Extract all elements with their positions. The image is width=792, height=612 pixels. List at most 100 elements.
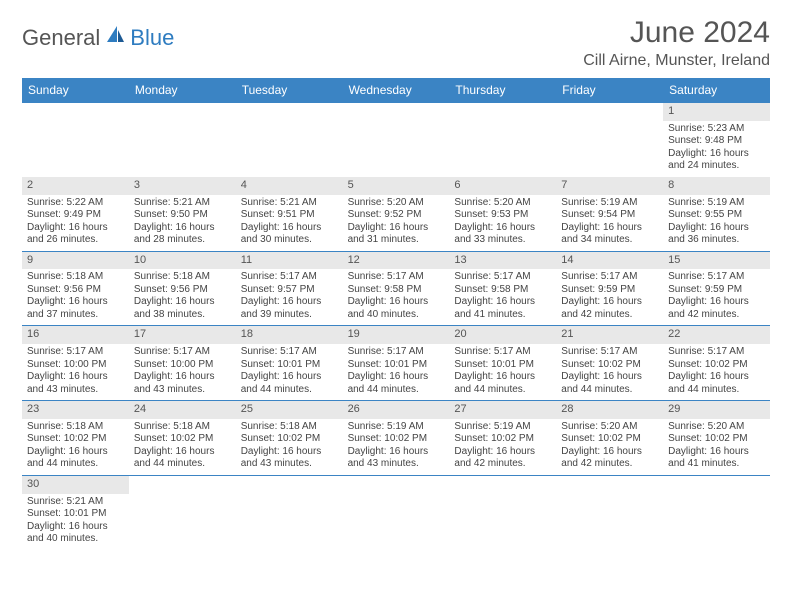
logo: General Blue (22, 24, 174, 51)
day-cell-empty: . (663, 475, 770, 550)
day-number: 5 (343, 177, 450, 195)
sunset-text: Sunset: 9:56 PM (134, 284, 231, 297)
sunset-text: Sunset: 10:02 PM (348, 433, 445, 446)
day-number: 28 (556, 401, 663, 419)
day-number: 8 (663, 177, 770, 195)
sunset-text: Sunset: 9:55 PM (668, 209, 765, 222)
day-number: 24 (129, 401, 236, 419)
week-row: 23Sunrise: 5:18 AMSunset: 10:02 PMDaylig… (22, 400, 770, 475)
daylight-text: Daylight: 16 hours and 42 minutes. (561, 296, 658, 321)
day-number: 17 (129, 326, 236, 344)
weekday-header-cell: Tuesday (236, 78, 343, 102)
sunrise-text: Sunrise: 5:19 AM (668, 197, 765, 210)
day-number: 6 (449, 177, 556, 195)
day-number: 13 (449, 252, 556, 270)
day-cell: 28Sunrise: 5:20 AMSunset: 10:02 PMDaylig… (556, 400, 663, 475)
sunrise-text: Sunrise: 5:19 AM (561, 197, 658, 210)
day-cell: 14Sunrise: 5:17 AMSunset: 9:59 PMDayligh… (556, 251, 663, 326)
sunrise-text: Sunrise: 5:18 AM (134, 271, 231, 284)
day-cell-empty: . (22, 102, 129, 177)
daylight-text: Daylight: 16 hours and 42 minutes. (668, 296, 765, 321)
week-row: 30Sunrise: 5:21 AMSunset: 10:01 PMDaylig… (22, 475, 770, 550)
sunset-text: Sunset: 10:02 PM (134, 433, 231, 446)
sunrise-text: Sunrise: 5:21 AM (27, 496, 124, 509)
weekday-header-row: SundayMondayTuesdayWednesdayThursdayFrid… (22, 78, 770, 102)
day-cell-empty: . (129, 102, 236, 177)
day-cell-empty: . (556, 475, 663, 550)
week-row: 2Sunrise: 5:22 AMSunset: 9:49 PMDaylight… (22, 177, 770, 251)
day-number: 26 (343, 401, 450, 419)
daylight-text: Daylight: 16 hours and 42 minutes. (454, 446, 551, 471)
daylight-text: Daylight: 16 hours and 28 minutes. (134, 222, 231, 247)
daylight-text: Daylight: 16 hours and 30 minutes. (241, 222, 338, 247)
day-cell-empty: . (343, 475, 450, 550)
sunset-text: Sunset: 10:00 PM (134, 359, 231, 372)
sunrise-text: Sunrise: 5:17 AM (561, 346, 658, 359)
sunset-text: Sunset: 9:59 PM (668, 284, 765, 297)
sunset-text: Sunset: 10:02 PM (561, 359, 658, 372)
day-cell: 7Sunrise: 5:19 AMSunset: 9:54 PMDaylight… (556, 177, 663, 251)
sunrise-text: Sunrise: 5:18 AM (134, 421, 231, 434)
page-header: General Blue June 2024 Cill Airne, Munst… (22, 16, 770, 70)
day-number: 3 (129, 177, 236, 195)
sunset-text: Sunset: 9:51 PM (241, 209, 338, 222)
daylight-text: Daylight: 16 hours and 43 minutes. (241, 446, 338, 471)
day-number: 4 (236, 177, 343, 195)
sunrise-text: Sunrise: 5:20 AM (561, 421, 658, 434)
day-cell: 19Sunrise: 5:17 AMSunset: 10:01 PMDaylig… (343, 325, 450, 400)
sunrise-text: Sunrise: 5:19 AM (454, 421, 551, 434)
day-cell: 3Sunrise: 5:21 AMSunset: 9:50 PMDaylight… (129, 177, 236, 251)
sunset-text: Sunset: 10:01 PM (454, 359, 551, 372)
day-cell: 11Sunrise: 5:17 AMSunset: 9:57 PMDayligh… (236, 251, 343, 326)
daylight-text: Daylight: 16 hours and 44 minutes. (134, 446, 231, 471)
sunset-text: Sunset: 9:49 PM (27, 209, 124, 222)
daylight-text: Daylight: 16 hours and 24 minutes. (668, 148, 765, 173)
daylight-text: Daylight: 16 hours and 39 minutes. (241, 296, 338, 321)
sunset-text: Sunset: 10:02 PM (668, 359, 765, 372)
day-cell: 4Sunrise: 5:21 AMSunset: 9:51 PMDaylight… (236, 177, 343, 251)
sunset-text: Sunset: 10:02 PM (668, 433, 765, 446)
day-cell: 10Sunrise: 5:18 AMSunset: 9:56 PMDayligh… (129, 251, 236, 326)
daylight-text: Daylight: 16 hours and 44 minutes. (241, 371, 338, 396)
sunset-text: Sunset: 10:01 PM (241, 359, 338, 372)
daylight-text: Daylight: 16 hours and 34 minutes. (561, 222, 658, 247)
day-cell-empty: . (556, 102, 663, 177)
sunset-text: Sunset: 10:01 PM (348, 359, 445, 372)
daylight-text: Daylight: 16 hours and 36 minutes. (668, 222, 765, 247)
day-cell: 22Sunrise: 5:17 AMSunset: 10:02 PMDaylig… (663, 325, 770, 400)
day-cell: 20Sunrise: 5:17 AMSunset: 10:01 PMDaylig… (449, 325, 556, 400)
location-text: Cill Airne, Munster, Ireland (583, 52, 770, 70)
sunset-text: Sunset: 9:52 PM (348, 209, 445, 222)
day-cell-empty: . (449, 102, 556, 177)
day-cell: 13Sunrise: 5:17 AMSunset: 9:58 PMDayligh… (449, 251, 556, 326)
daylight-text: Daylight: 16 hours and 44 minutes. (561, 371, 658, 396)
daylight-text: Daylight: 16 hours and 37 minutes. (27, 296, 124, 321)
month-title: June 2024 (583, 16, 770, 50)
day-number: 19 (343, 326, 450, 344)
sunrise-text: Sunrise: 5:17 AM (668, 271, 765, 284)
daylight-text: Daylight: 16 hours and 41 minutes. (454, 296, 551, 321)
sunrise-text: Sunrise: 5:17 AM (561, 271, 658, 284)
day-number: 18 (236, 326, 343, 344)
sunset-text: Sunset: 10:00 PM (27, 359, 124, 372)
day-number: 1 (663, 103, 770, 121)
sunrise-text: Sunrise: 5:17 AM (454, 271, 551, 284)
day-number: 7 (556, 177, 663, 195)
sunset-text: Sunset: 10:02 PM (27, 433, 124, 446)
sunset-text: Sunset: 10:01 PM (27, 508, 124, 521)
sunset-text: Sunset: 9:58 PM (454, 284, 551, 297)
sunrise-text: Sunrise: 5:20 AM (348, 197, 445, 210)
sunrise-text: Sunrise: 5:17 AM (27, 346, 124, 359)
sunrise-text: Sunrise: 5:21 AM (134, 197, 231, 210)
sunrise-text: Sunrise: 5:20 AM (454, 197, 551, 210)
sunrise-text: Sunrise: 5:20 AM (668, 421, 765, 434)
weekday-header-cell: Monday (129, 78, 236, 102)
daylight-text: Daylight: 16 hours and 41 minutes. (668, 446, 765, 471)
day-number: 11 (236, 252, 343, 270)
sunset-text: Sunset: 9:48 PM (668, 135, 765, 148)
day-number: 21 (556, 326, 663, 344)
day-number: 29 (663, 401, 770, 419)
day-number: 14 (556, 252, 663, 270)
weekday-header-cell: Sunday (22, 78, 129, 102)
sunset-text: Sunset: 9:59 PM (561, 284, 658, 297)
